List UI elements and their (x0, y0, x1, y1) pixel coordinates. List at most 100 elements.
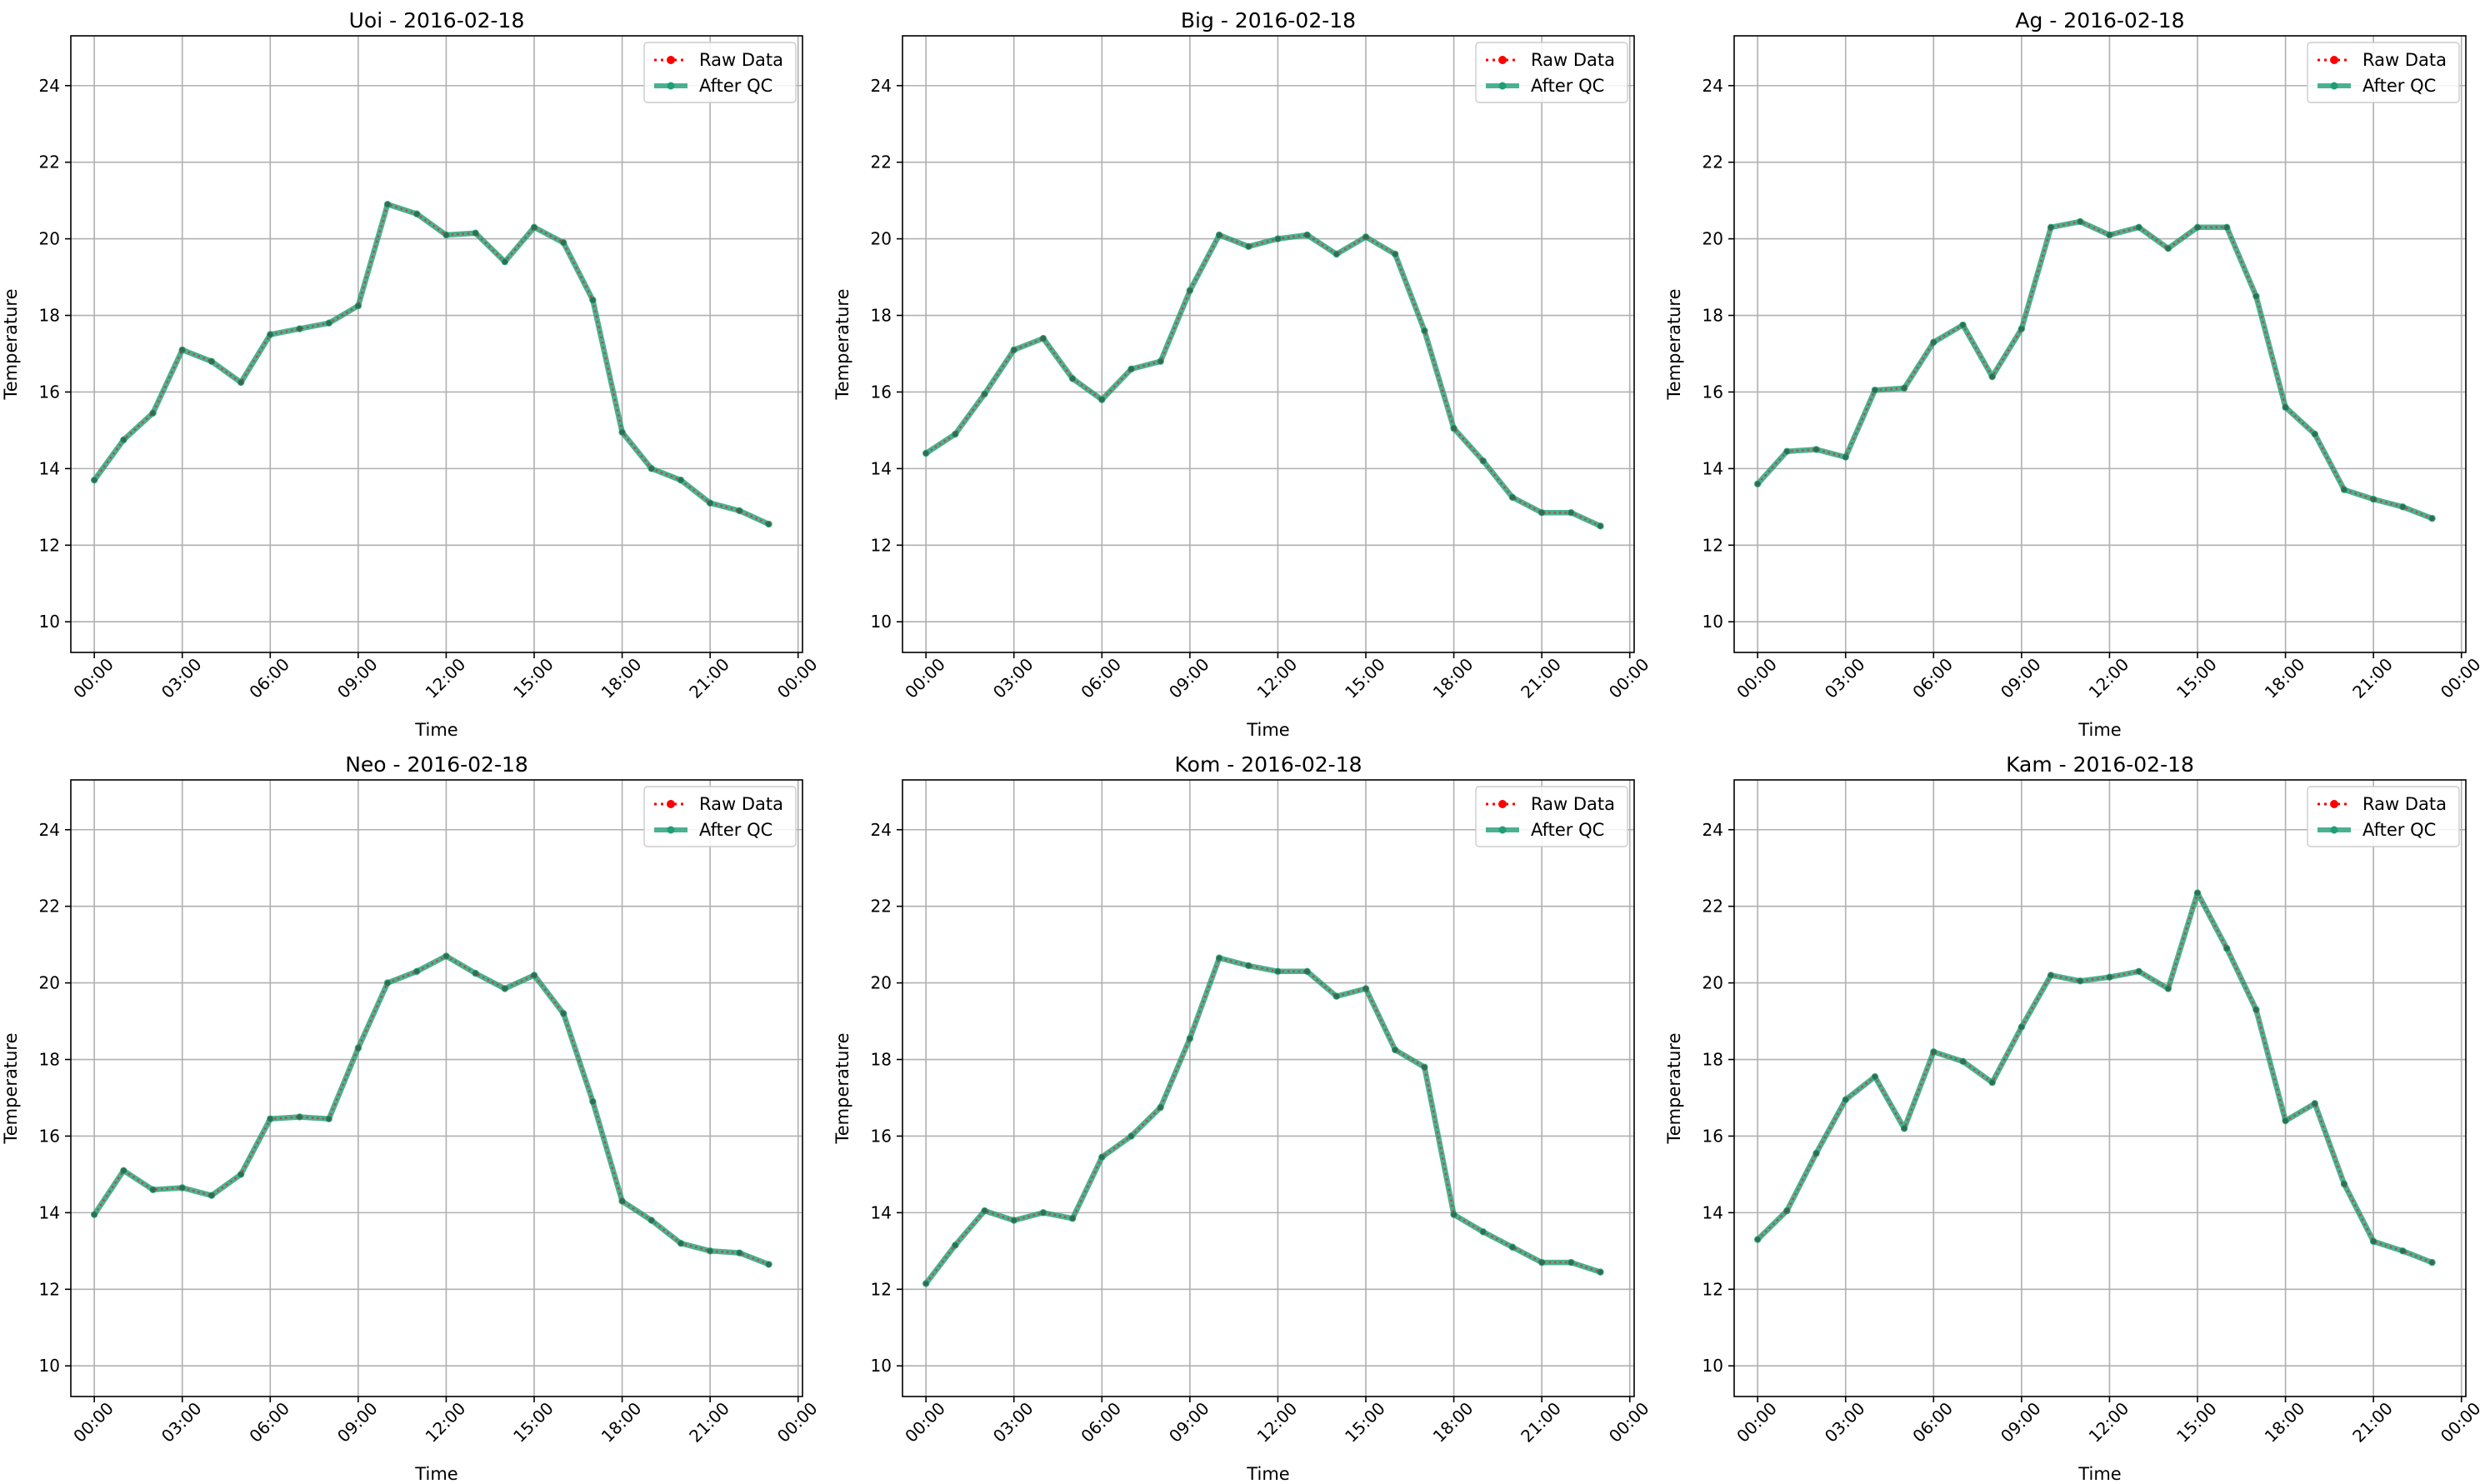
y-tick-label: 12 (871, 535, 892, 555)
raw-data-point (1187, 287, 1193, 293)
y-tick-label: 20 (39, 229, 60, 249)
legend-qc-label: After QC (1531, 820, 1604, 840)
raw-data-point (982, 1207, 988, 1214)
x-tick-label: 18:00 (598, 1398, 646, 1447)
y-tick-label: 16 (1702, 382, 1723, 402)
x-tick-label: 15:00 (509, 1398, 558, 1447)
raw-data-point (648, 466, 654, 472)
x-tick-label: 06:00 (245, 654, 293, 702)
y-axis-label: Temperature (1664, 288, 1684, 400)
grid (1734, 36, 2466, 652)
y-tick-label: 22 (871, 897, 892, 917)
raw-data-point (150, 1187, 156, 1193)
subplot-3: 00:00 03:00 06:00 09:00 12:00 15:00 18:00 21:00… (1664, 8, 2485, 740)
x-tick-label: 21:00 (1517, 654, 1565, 702)
legend-qc-marker (1498, 826, 1507, 834)
x-tick-label: 15:00 (1341, 654, 1389, 702)
x-tick-label: 09:00 (1165, 654, 1213, 702)
y-tick-label: 10 (39, 1356, 60, 1376)
raw-data-point (179, 347, 185, 353)
y-tick-label: 14 (871, 1202, 892, 1222)
legend-raw-label: Raw Data (699, 794, 783, 814)
y-tick-label: 12 (39, 535, 60, 555)
legend-qc-label: After QC (699, 76, 772, 96)
raw-data-point (1989, 1079, 1995, 1086)
raw-data-point (1304, 232, 1310, 238)
raw-data-point (1872, 387, 1878, 393)
x-tick-label: 18:00 (2261, 1398, 2309, 1447)
x-tick-label: 09:00 (1165, 1398, 1213, 1447)
raw-data-point (1842, 454, 1848, 460)
x-tick-label: 09:00 (333, 654, 382, 702)
raw-data-point (766, 1262, 772, 1267)
raw-data-point (472, 230, 478, 236)
raw-data-line (925, 957, 1601, 1285)
raw-data-point (2107, 974, 2112, 980)
raw-data-point (1333, 251, 1340, 257)
x-tick-label: 12:00 (2085, 654, 2133, 702)
raw-data-point (1813, 447, 1819, 452)
y-axis-label: Temperature (1, 288, 21, 400)
raw-data-point (1333, 993, 1340, 999)
x-tick-label: 18:00 (2261, 654, 2309, 702)
y-tick-label: 14 (1702, 1202, 1723, 1222)
y-tick-label: 20 (871, 229, 892, 249)
raw-data-point (2341, 1181, 2348, 1187)
raw-data-point (2370, 496, 2377, 502)
raw-data-point (414, 211, 420, 217)
x-tick-label: 09:00 (1997, 1398, 2045, 1447)
subplot-title: Kam - 2016-02-18 (2006, 752, 2194, 777)
raw-data-point (384, 202, 391, 207)
y-tick-label: 24 (1702, 76, 1723, 96)
raw-data-point (268, 332, 273, 337)
x-tick-label: 12:00 (1253, 1398, 1302, 1447)
raw-data-point (326, 320, 332, 326)
y-tick-label: 16 (1702, 1126, 1723, 1146)
legend-raw-marker (1498, 800, 1507, 808)
axes-frame (902, 779, 1635, 1397)
x-tick-label: 18:00 (1429, 654, 1478, 702)
legend-raw-label: Raw Data (2362, 50, 2447, 70)
x-tick-label: 12:00 (422, 1398, 470, 1447)
raw-data-point (590, 297, 596, 303)
raw-data-line (925, 233, 1601, 527)
x-tick-label: 15:00 (1341, 1398, 1389, 1447)
y-tick-label: 22 (39, 897, 60, 917)
raw-data-point (2136, 968, 2142, 975)
series-raw-data (1754, 218, 2435, 522)
raw-data-point (1099, 1154, 1105, 1160)
grid (71, 36, 802, 652)
raw-data-point (355, 1045, 362, 1051)
legend-qc-marker (667, 82, 675, 90)
raw-data-point (2312, 1101, 2318, 1107)
x-tick-label: 03:00 (989, 654, 1038, 702)
raw-data-point (2341, 487, 2348, 492)
raw-data-point (1568, 1259, 1574, 1266)
raw-data-line (1757, 220, 2432, 520)
y-tick-label: 18 (871, 306, 892, 326)
raw-data-point (678, 1240, 684, 1247)
subplot-title: Big - 2016-02-18 (1181, 8, 1356, 32)
raw-data-point (1216, 955, 1222, 961)
x-tick-label: 03:00 (989, 1398, 1038, 1447)
y-tick-label: 10 (1702, 1356, 1723, 1376)
y-tick-label: 14 (1702, 458, 1723, 478)
subplot-title: Kom - 2016-02-18 (1175, 752, 1362, 777)
x-tick-label: 00:00 (1605, 654, 1653, 702)
legend-raw-label: Raw Data (1531, 794, 1615, 814)
raw-data-point (1451, 1212, 1457, 1217)
raw-data-point (2165, 245, 2172, 252)
legend-qc-marker (2330, 82, 2338, 90)
legend-raw-marker (667, 800, 675, 808)
subplot-6: 00:00 03:00 06:00 09:00 12:00 15:00 18:00 21:00… (1664, 752, 2485, 1484)
y-axis-label: Temperature (1664, 1032, 1684, 1144)
series-raw-data (1754, 890, 2435, 1266)
y-tick-label: 14 (39, 458, 60, 478)
raw-data-point (1216, 232, 1222, 238)
x-tick-label: 21:00 (685, 654, 733, 702)
x-tick-label: 21:00 (2348, 654, 2397, 702)
y-tick-label: 10 (871, 1356, 892, 1376)
raw-data-point (91, 477, 98, 483)
raw-data-point (238, 379, 244, 386)
axes-frame (70, 35, 803, 653)
